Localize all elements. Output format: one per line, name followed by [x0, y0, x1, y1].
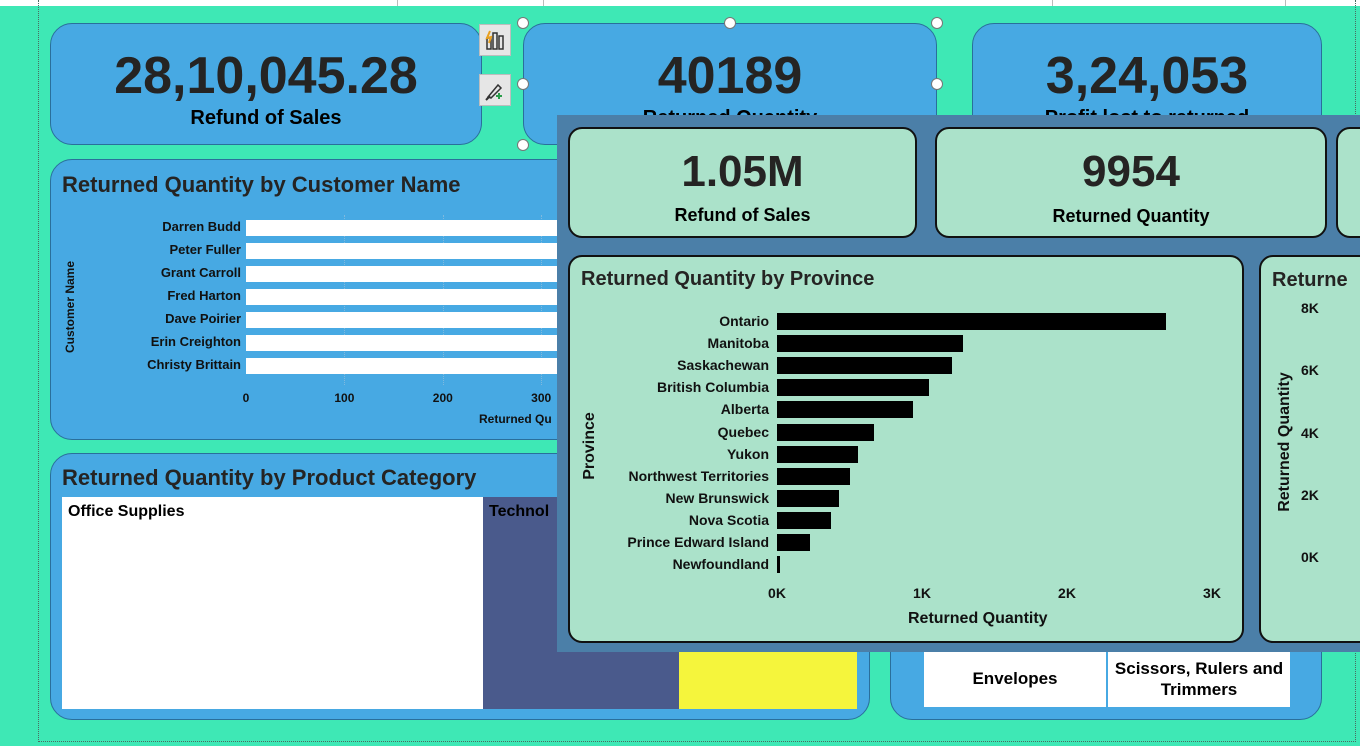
- ribbon-strip: [0, 0, 1360, 6]
- bar[interactable]: [777, 379, 930, 397]
- treemap-tile-office-supplies[interactable]: Office Supplies: [62, 497, 483, 709]
- kpi-card-refund[interactable]: 28,10,045.28 Refund of Sales: [50, 23, 482, 145]
- y-tick: 4K: [1301, 425, 1319, 441]
- resize-handle[interactable]: [517, 17, 529, 29]
- overlay-report-page[interactable]: 1.05M Refund of Sales 9954 Returned Quan…: [557, 115, 1360, 652]
- bar[interactable]: [777, 335, 963, 353]
- province-chart-card[interactable]: Returned Quantity by Province Province O…: [568, 255, 1244, 643]
- x-tick: 200: [432, 391, 453, 405]
- x-axis-label: Returned Quantity: [908, 610, 1048, 627]
- bar[interactable]: [777, 401, 914, 419]
- category-label: Northwest Territories: [628, 467, 769, 484]
- x-tick: 2K: [1058, 585, 1076, 601]
- treemap-tile-furniture[interactable]: [679, 644, 857, 709]
- tile-label: Technol: [489, 503, 550, 520]
- overlay-kpi-returned-qty[interactable]: 9954 Returned Quantity: [935, 127, 1327, 238]
- bar[interactable]: [777, 423, 875, 441]
- y-axis-label: Returned Quantity: [1276, 372, 1293, 512]
- overlay-kpi-partial[interactable]: [1336, 127, 1360, 238]
- category-label: Saskachewan: [677, 357, 769, 374]
- x-axis-label: Returned Qu: [479, 412, 552, 426]
- category-label: Fred Harton: [167, 288, 241, 303]
- bar[interactable]: [777, 467, 850, 485]
- category-label: Grant Carroll: [160, 265, 241, 280]
- tile-label: Envelopes: [972, 669, 1058, 688]
- x-tick: 3K: [1203, 585, 1221, 601]
- bar[interactable]: [777, 534, 811, 551]
- category-label: Peter Fuller: [169, 242, 241, 257]
- analytics-button[interactable]: [479, 24, 511, 56]
- overlay-kpi-refund[interactable]: 1.05M Refund of Sales: [568, 127, 917, 238]
- resize-handle[interactable]: [931, 78, 943, 90]
- kpi-value: 3,24,053: [1045, 47, 1249, 105]
- bar[interactable]: [777, 445, 859, 463]
- category-label: Quebec: [717, 423, 769, 440]
- resize-handle[interactable]: [517, 139, 529, 151]
- treemap-tile-scissors[interactable]: Scissors, Rulers and Trimmers: [1108, 651, 1290, 707]
- kpi-value: 1.05M: [681, 147, 804, 196]
- chart-analytics-icon: [485, 30, 504, 50]
- y-tick: 8K: [1301, 300, 1319, 316]
- y-tick: 0K: [1301, 549, 1319, 565]
- chart-title: Returned Quantity by Province: [581, 268, 875, 290]
- x-tick: 100: [334, 391, 355, 405]
- kpi-value: 28,10,045.28: [114, 47, 418, 105]
- kpi-value: 9954: [1082, 147, 1180, 196]
- overlay-right-chart[interactable]: Returne Returned Quantity 8K 6K 4K 2K 0K: [1259, 255, 1360, 643]
- x-tick: 300: [531, 391, 552, 405]
- bar[interactable]: [777, 511, 831, 529]
- kpi-label: Refund of Sales: [674, 205, 811, 225]
- chart-title: Returne: [1272, 269, 1348, 291]
- category-label: Nova Scotia: [688, 511, 769, 528]
- bar[interactable]: [777, 313, 1166, 330]
- category-label: Prince Edward Island: [627, 534, 769, 550]
- category-label: Newfoundland: [672, 556, 769, 573]
- category-label: Dave Poirier: [165, 311, 241, 326]
- kpi-value: 40189: [657, 47, 803, 105]
- category-label: Erin Creighton: [150, 334, 241, 349]
- bar[interactable]: [777, 556, 780, 574]
- bar[interactable]: [777, 489, 840, 507]
- resize-handle[interactable]: [517, 78, 529, 90]
- category-label: Christy Brittain: [147, 357, 241, 372]
- chart-title: Returned Quantity by Product Category: [62, 465, 477, 490]
- x-tick: 1K: [913, 585, 931, 601]
- bar[interactable]: [777, 357, 953, 375]
- format-button[interactable]: [479, 74, 511, 106]
- kpi-label: Refund of Sales: [190, 107, 342, 129]
- x-tick: 0: [242, 391, 250, 405]
- category-label: New Brunswick: [665, 489, 769, 506]
- category-label: Manitoba: [707, 335, 769, 352]
- category-label: Darren Budd: [162, 219, 241, 234]
- tile-label: Office Supplies: [68, 503, 185, 520]
- category-label: British Columbia: [656, 379, 769, 396]
- x-tick: 0K: [768, 585, 786, 601]
- resize-handle[interactable]: [724, 17, 736, 29]
- treemap-tile-envelopes[interactable]: Envelopes: [924, 651, 1106, 707]
- resize-handle[interactable]: [931, 17, 943, 29]
- category-label: Yukon: [726, 445, 769, 462]
- format-brush-icon: [485, 83, 503, 101]
- y-tick: 6K: [1301, 362, 1319, 378]
- category-label: Ontario: [719, 313, 769, 329]
- chart-title: Returned Quantity by Customer Name: [62, 172, 461, 197]
- category-label: Alberta: [720, 401, 769, 418]
- kpi-label: Returned Quantity: [1052, 206, 1210, 226]
- y-tick: 2K: [1301, 487, 1319, 503]
- tile-label: Scissors, Rulers and Trimmers: [1114, 659, 1284, 699]
